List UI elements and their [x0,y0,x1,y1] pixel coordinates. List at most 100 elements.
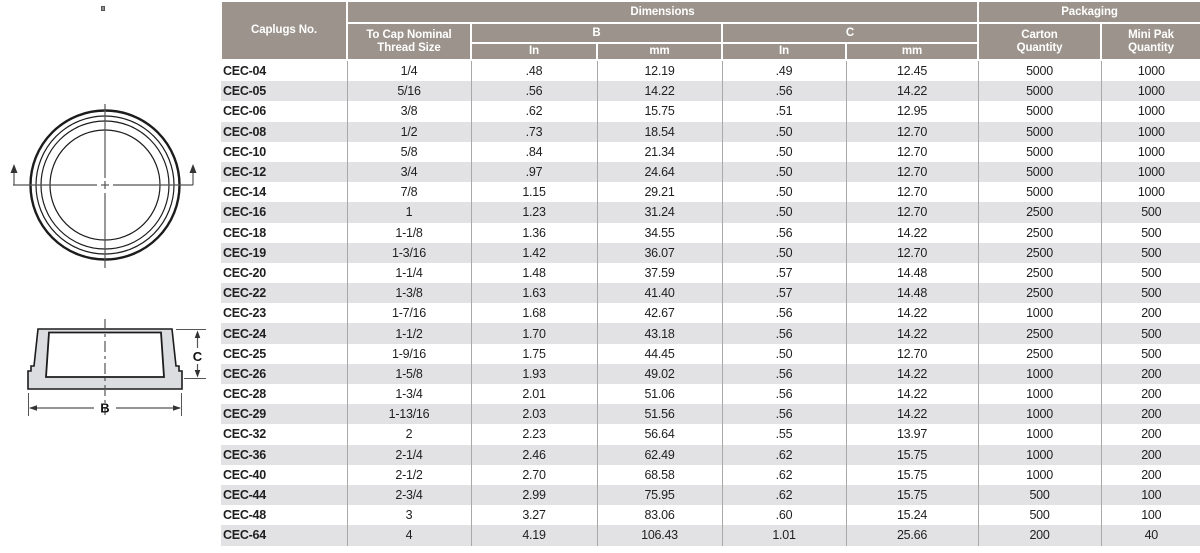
table-row: CEC-48 3 3.27 83.06.60 15.24 500 100 [221,505,1200,526]
cell-thread-size: 2-3/4 [346,484,471,506]
cell-minipak-qty: 500 [1100,343,1200,364]
table-row: CEC-06 3/8.62 15.75.51 12.95 5000 1000 [221,101,1200,122]
col-header-b-mm: mm [596,42,723,61]
cell-c-mm: 12.70 [845,182,979,203]
cell-carton-qty: 1000 [977,303,1102,324]
cell-c-mm: 12.70 [845,202,979,223]
table-row: CEC-22 1-3/8 1.63 41.40.57 14.48 2500 500 [221,283,1200,304]
cell-minipak-qty: 200 [1100,444,1200,465]
cell-b-in: 1.63 [470,283,597,304]
cell-carton-qty: 5000 [977,161,1102,183]
table-row: CEC-05 5/16.56 14.22.56 14.22 5000 1000 [221,81,1200,102]
table-row: CEC-32 2 2.23 56.64.55 13.97 1000 200 [221,424,1200,445]
cell-thread-size: 1-1/4 [346,262,471,284]
cell-c-mm: 15.75 [845,484,979,506]
table-row: CEC-16 1 1.23 31.24.50 12.70 2500 500 [221,202,1200,223]
cell-c-in: .50 [721,202,846,223]
artifact-speck [101,6,105,11]
cell-minipak-qty: 200 [1100,424,1200,445]
cell-caplugs-no: CEC-64 [221,525,347,546]
cap-top-view-diagram [10,104,197,268]
c-arrow-down-icon [194,370,201,378]
cell-thread-size: 1-7/16 [346,303,471,324]
cell-c-mm: 14.22 [845,363,979,384]
cap-section-view-diagram: B C [27,319,206,416]
cell-c-mm: 12.70 [845,242,979,263]
cell-thread-size: 7/8 [346,182,471,203]
cell-b-in: 1.15 [470,182,597,203]
cell-c-in: .56 [721,384,846,405]
cell-c-mm: 14.48 [845,262,979,284]
cell-b-mm: 41.40 [596,283,722,304]
spec-table: Caplugs No. Dimensions Packaging To Cap … [220,0,1200,546]
cell-c-mm: 12.70 [845,141,979,162]
cell-b-mm: 29.21 [596,182,722,203]
cell-carton-qty: 1000 [977,384,1102,405]
cell-c-mm: 25.66 [845,525,979,546]
cell-carton-qty: 5000 [977,182,1102,203]
cell-b-mm: 36.07 [596,242,722,263]
cell-b-mm: 51.06 [596,384,722,405]
cell-caplugs-no: CEC-06 [223,104,266,119]
cell-c-in: .56 [721,363,846,384]
cell-minipak-qty: 500 [1100,323,1200,344]
cell-thread-size: 1/2 [346,121,471,142]
cell-b-in: 1.48 [470,262,597,284]
cell-b-in: 2.03 [470,404,597,425]
cell-minipak-qty: 1000 [1100,182,1200,203]
cell-c-in: .57 [721,262,846,284]
cell-b-in: .97 [470,161,597,183]
cell-b-in: .62 [470,101,597,122]
table-row: CEC-14 7/8 1.15 29.21.50 12.70 5000 1000 [221,182,1200,203]
table-row: CEC-29 1-13/16 2.03 51.56.56 14.22 1000 200 [221,404,1200,425]
cell-minipak-qty: 1000 [1100,121,1200,142]
table-row: CEC-08 1/2.73 18.54.50 12.70 5000 1000 [221,121,1200,142]
b-arrow-left-icon [29,405,37,411]
cell-thread-size: 1-3/4 [346,384,471,405]
dimension-b: B [28,393,182,416]
cell-c-mm: 14.22 [845,303,979,324]
table-row: CEC-10 5/8.84 21.34.50 12.70 5000 1000 [221,141,1200,162]
table-row: CEC-36 2-1/4 2.46 62.49.62 15.75 1000 200 [221,444,1200,465]
cell-minipak-qty: 40 [1100,525,1200,546]
cell-minipak-qty: 100 [1100,484,1200,506]
cell-c-mm: 14.22 [845,323,979,344]
cell-minipak-qty: 500 [1100,283,1200,304]
cell-thread-size: 1-13/16 [346,404,471,425]
table-row: CEC-20 1-1/4 1.48 37.59.57 14.48 2500 500 [221,262,1200,284]
cell-caplugs-no: CEC-23 [223,306,266,321]
col-header-c-mm: mm [844,42,980,61]
col-group-c: C [720,22,980,44]
cell-b-in: .84 [470,141,597,162]
cell-caplugs-no: CEC-04 [223,64,266,79]
col-header-caplugs-no: Caplugs No. [220,0,348,61]
cell-minipak-qty: 1000 [1100,81,1200,102]
cell-carton-qty: 500 [977,505,1102,526]
table-row: CEC-44 2-3/4 2.99 75.95.62 15.75 500 100 [221,484,1200,506]
cell-c-mm: 14.22 [845,222,979,243]
cell-carton-qty: 2500 [977,262,1102,284]
cell-c-mm: 14.48 [845,283,979,304]
cell-c-mm: 12.70 [845,121,979,142]
cell-thread-size: 1-3/16 [346,242,471,263]
cell-carton-qty: 5000 [977,81,1102,102]
table-row: CEC-28 1-3/4 2.01 51.06.56 14.22 1000 200 [221,384,1200,405]
col-group-b: B [470,22,723,44]
cell-minipak-qty: 200 [1100,384,1200,405]
table-row: CEC-40 2-1/2 2.70 68.58.62 15.75 1000 200 [221,464,1200,485]
cell-b-mm: 37.59 [596,262,722,284]
cell-caplugs-no: CEC-19 [221,242,347,263]
cell-minipak-qty: 100 [1100,505,1200,526]
cell-thread-size: 3 [346,505,471,526]
section-cut-arrows [10,164,197,185]
cell-carton-qty: 2500 [977,222,1102,243]
cell-minipak-qty: 1000 [1100,60,1200,82]
cell-b-in: 1.93 [470,363,597,384]
cell-b-mm: 18.54 [596,121,722,142]
cell-minipak-qty: 500 [1100,202,1200,223]
cell-caplugs-no: CEC-14 [223,185,266,200]
cell-b-mm: 43.18 [596,323,722,344]
dimension-c: C [176,329,206,379]
cell-thread-size: 2-1/2 [346,464,471,485]
